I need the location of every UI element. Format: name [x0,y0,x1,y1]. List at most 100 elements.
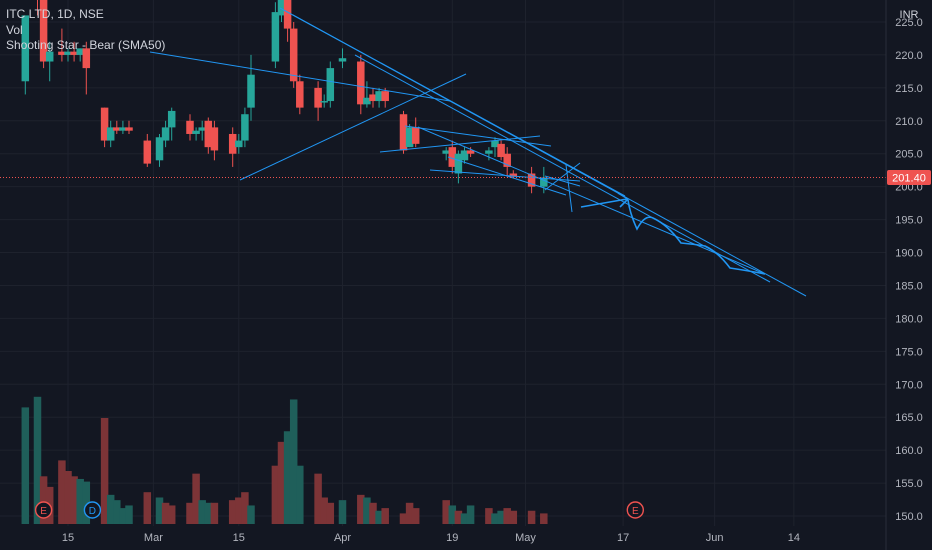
candle-body [485,150,493,154]
projection-arrow-head [617,192,630,208]
event-marker-ring [83,501,102,519]
currency-label: INR [900,9,919,21]
candle-body [247,74,255,108]
volume-bar [357,494,365,524]
candle-body [210,127,219,151]
legend-volume[interactable]: Vol [6,23,23,37]
volume-bar [320,497,328,524]
volume-bar [100,418,109,524]
event-marker-label: E [632,506,639,517]
candle-body [460,150,469,161]
trendline[interactable] [565,164,573,213]
price-tick-label: 160.0 [895,445,923,457]
candle-body [271,12,280,62]
candle-body [39,0,48,62]
candle-body [58,51,66,55]
volume-bar [161,502,170,524]
price-tick-label: 180.0 [895,313,923,325]
trendline[interactable] [379,135,541,153]
candle-body [448,147,457,167]
currency-tag: INR [900,9,919,21]
volume-bar [527,510,536,524]
time-tick-label: 19 [446,532,458,544]
price-tick-label: 170.0 [895,379,923,391]
candle-body [296,81,304,108]
candle-body [113,127,121,131]
candle-body [235,140,243,148]
event-marker-d[interactable]: D [83,501,102,519]
trendline[interactable] [354,54,771,283]
candle-body [155,137,164,161]
time-tick-label: 17 [617,532,629,544]
legend-indicator[interactable]: Shooting Star - Bear (SMA50) [6,38,166,52]
candle-body [405,127,414,148]
volume-bar [411,508,420,524]
volume-bar [155,497,164,524]
candle-body [143,140,152,164]
volume-bar [497,510,505,524]
volume-bar [454,510,463,524]
time-tick-label: Apr [334,532,351,544]
candle-body [497,143,505,158]
candle-body [289,28,298,82]
trendline[interactable] [292,14,626,197]
volume-bar [503,508,511,524]
volume-bar [271,465,280,524]
candle-body [320,101,328,103]
candle-body [454,153,463,174]
trendline[interactable] [149,51,451,102]
trendline[interactable] [239,73,467,181]
candle-body [64,51,72,55]
candle-body [198,127,206,131]
volume-bar [210,502,219,524]
candle-body [192,130,200,134]
volume-bar [491,513,499,524]
candle-body [119,127,127,131]
candle-body [503,153,511,167]
legend-symbol[interactable]: ITC LTD, 1D, NSE [6,7,104,21]
volume-bar [283,431,292,524]
projection-path[interactable] [627,199,766,275]
time-tick-label: Mar [144,532,163,544]
volume-bar [167,505,176,524]
candle-body [381,91,389,102]
candle-body [283,0,292,29]
volume-bar [247,505,255,524]
price-tick-label: 155.0 [895,478,923,490]
volume-bar [204,502,213,524]
candle-body [21,15,30,82]
candle-body [70,51,78,55]
candle-body [527,173,536,187]
volume-bar [363,497,371,524]
volume-bar [70,476,78,524]
volume-bar [381,508,389,524]
volume-bar [228,500,237,524]
candle-body [228,133,237,154]
volume-bar [58,460,66,524]
trendline-drawings[interactable] [149,7,807,297]
volume-bar [198,500,206,524]
volume-bar [375,510,383,524]
time-axis[interactable]: 15 Mar 15 Apr 19 May 17 Jun 14 [62,532,800,544]
trendline[interactable] [544,162,581,191]
projection-arrow[interactable] [580,198,628,208]
volume-bar [241,492,249,524]
price-tick-label: 165.0 [895,412,923,424]
volume-bar [277,441,286,524]
candle-body [45,51,54,62]
volume-bar [338,500,347,524]
price-axis[interactable]: 150.0 155.0 160.0 165.0 170.0 175.0 180.0 185.0… [885,0,923,550]
candle-body [106,127,115,141]
trendline[interactable] [404,125,552,147]
trendline[interactable] [417,126,766,275]
event-marker-e[interactable]: E [34,501,53,519]
trendline[interactable] [544,175,581,187]
volume-bar [460,513,469,524]
candle-body [466,150,475,154]
volume-bar [64,471,72,524]
event-marker-e[interactable]: E [626,501,644,519]
candle-body [338,58,347,62]
